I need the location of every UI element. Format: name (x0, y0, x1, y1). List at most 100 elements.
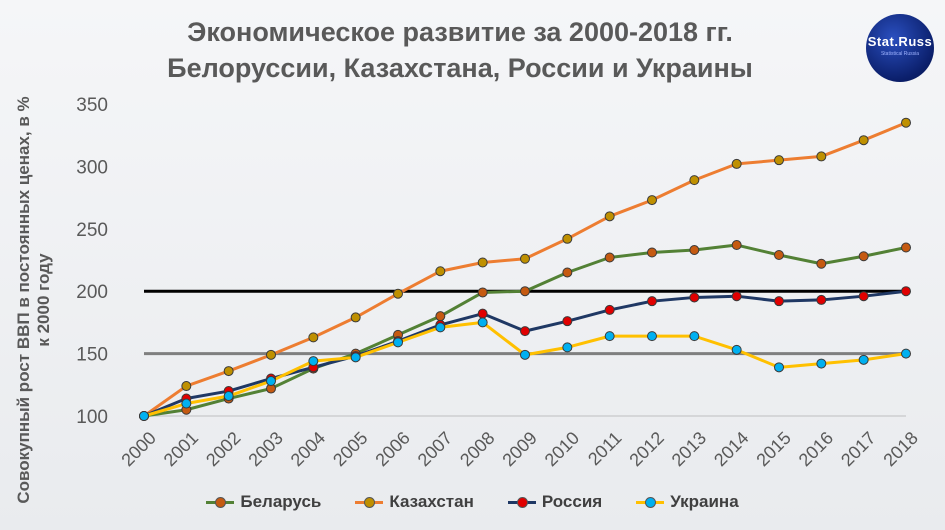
data-point (774, 250, 784, 261)
legend-label: Казахстан (389, 492, 474, 511)
data-point (435, 311, 446, 322)
data-point (604, 331, 615, 342)
y-tick-label: 250 (76, 220, 108, 241)
x-tick-label: 2018 (879, 428, 921, 470)
x-tick-label: 2008 (456, 428, 498, 470)
data-point (520, 253, 530, 264)
series-line-3 (143, 320, 907, 418)
logo-brand: Stat.Russ (867, 34, 933, 49)
y-tick-label: 100 (76, 407, 108, 428)
data-point (266, 349, 276, 360)
data-point (604, 211, 615, 222)
data-point (562, 233, 573, 244)
data-point (901, 117, 911, 128)
x-tick-label: 2011 (584, 428, 626, 470)
data-point (350, 312, 361, 323)
data-point (858, 251, 869, 262)
legend-label: Россия (541, 492, 603, 511)
data-point (477, 257, 488, 268)
data-point (477, 308, 488, 319)
data-point (901, 242, 911, 253)
legend-swatch (206, 495, 235, 509)
x-tick-label: 2010 (541, 428, 583, 470)
data-point (901, 348, 911, 359)
y-tick-label: 200 (76, 282, 108, 303)
statruss-logo: Stat.Russ Statistical Russia (866, 14, 934, 82)
data-point (435, 266, 446, 277)
data-point (477, 317, 488, 328)
y-tick-label: 300 (76, 157, 108, 178)
data-point (731, 344, 742, 355)
data-point (562, 316, 573, 327)
x-tick-label: 2004 (287, 428, 329, 470)
x-tick-label: 2001 (160, 428, 202, 470)
data-point (562, 267, 573, 278)
x-tick-label: 2003 (244, 428, 286, 470)
legend-swatch (507, 495, 536, 509)
data-point (901, 286, 911, 297)
data-point (816, 358, 827, 369)
data-point (520, 326, 530, 337)
data-point (266, 376, 276, 387)
data-point (647, 195, 657, 206)
data-point (604, 252, 615, 263)
y-tick-label: 350 (76, 95, 108, 116)
legend-swatch (355, 495, 384, 509)
data-point (774, 296, 784, 307)
data-point (223, 366, 234, 377)
data-point (774, 362, 784, 373)
data-point (223, 391, 234, 402)
x-tick-label: 2005 (329, 428, 371, 470)
legend-item: Украина (636, 492, 739, 512)
data-point (858, 135, 869, 146)
data-point (816, 151, 827, 162)
data-point (520, 286, 530, 297)
data-point (350, 352, 361, 363)
data-point (520, 349, 530, 360)
data-point (816, 258, 827, 269)
data-point (477, 287, 488, 298)
legend-item: Казахстан (355, 492, 474, 512)
data-point (731, 291, 742, 302)
data-point (308, 332, 319, 343)
x-tick-label: 2009 (498, 428, 540, 470)
legend-item: Беларусь (206, 492, 321, 512)
data-point (308, 356, 319, 367)
x-tick-label: 2017 (837, 428, 879, 470)
legend-label: Украина (670, 492, 739, 511)
data-point (562, 342, 573, 353)
data-point (647, 247, 657, 258)
x-tick-label: 2002 (202, 428, 244, 470)
logo-tagline: Statistical Russia (880, 51, 920, 57)
x-tick-label: 2014 (710, 428, 752, 470)
chart-title: Экономическое развитие за 2000-2018 гг. … (60, 14, 860, 86)
x-tick-label: 2013 (668, 428, 710, 470)
data-point (689, 175, 700, 186)
x-tick-label: 2007 (414, 428, 456, 470)
data-point (689, 331, 700, 342)
data-point (139, 411, 149, 421)
legend-swatch (636, 495, 665, 509)
data-point (774, 155, 784, 166)
chart-title-line1: Экономическое развитие за 2000-2018 гг. (187, 17, 733, 47)
data-point (731, 240, 742, 251)
legend-label: Беларусь (240, 492, 322, 511)
data-point (647, 331, 657, 342)
data-point (816, 294, 827, 305)
data-point (731, 158, 742, 169)
data-point (858, 354, 869, 365)
data-point (858, 291, 869, 302)
x-tick-label: 2006 (371, 428, 413, 470)
data-point (435, 322, 446, 333)
data-point (181, 398, 192, 409)
x-tick-label: 2015 (752, 428, 794, 470)
data-point (689, 292, 700, 303)
data-point (604, 304, 615, 315)
x-tick-label: 2016 (795, 428, 837, 470)
x-tick-label: 2012 (625, 428, 667, 470)
data-point (393, 337, 403, 348)
data-point (181, 381, 192, 392)
y-tick-label: 150 (76, 345, 108, 366)
chart-legend: Беларусь Казахстан Россия Украина (0, 492, 945, 512)
